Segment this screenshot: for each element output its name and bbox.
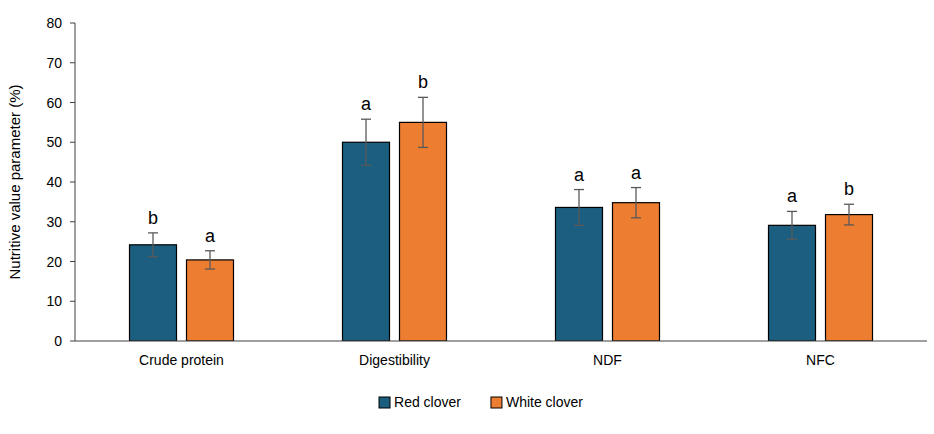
error-cap <box>574 225 584 226</box>
legend-label: White clover <box>506 394 583 410</box>
error-line <box>209 251 210 269</box>
y-axis-label: Nutritive value parameter (%) <box>6 84 23 279</box>
bar <box>556 207 603 341</box>
legend: Red clover White clover <box>379 394 583 410</box>
error-cap <box>787 239 797 240</box>
y-tick-label: 10 <box>46 293 62 309</box>
y-tick <box>70 23 75 24</box>
bars <box>130 97 873 341</box>
error-cap <box>418 147 428 148</box>
y-tick-label: 0 <box>54 333 62 349</box>
error-cap <box>205 268 215 269</box>
y-tick <box>70 301 75 302</box>
error-bar <box>205 251 215 269</box>
error-cap <box>361 119 371 120</box>
x-tick-label: NDF <box>593 352 622 368</box>
error-bar <box>574 190 584 226</box>
error-bar <box>631 188 641 218</box>
error-line <box>635 188 636 218</box>
error-bar <box>787 211 797 239</box>
significance-letter: a <box>631 163 642 183</box>
significance-letter: b <box>148 208 158 228</box>
y-tick-label: 60 <box>46 95 62 111</box>
error-cap <box>148 256 158 257</box>
legend-item: Red clover <box>379 394 461 410</box>
x-tick-label: Crude protein <box>139 352 224 368</box>
error-bar <box>361 119 371 165</box>
error-line <box>152 233 153 257</box>
y-tick <box>70 142 75 143</box>
error-cap <box>361 165 371 166</box>
error-cap <box>148 232 158 233</box>
error-line <box>848 204 849 225</box>
error-cap <box>574 189 584 190</box>
y-tick-label: 50 <box>46 134 62 150</box>
x-axis-line <box>75 341 927 342</box>
significance-labels: b a a a a b a b <box>148 72 854 245</box>
error-line <box>578 190 579 226</box>
x-tick-label: NFC <box>806 352 835 368</box>
bar <box>130 245 177 341</box>
significance-letter: b <box>418 72 428 92</box>
legend-item: White clover <box>491 394 583 410</box>
y-tick-label: 30 <box>46 214 62 230</box>
error-line <box>365 119 366 165</box>
y-tick-label: 80 <box>46 15 62 31</box>
legend-swatch <box>491 397 502 408</box>
bar <box>826 215 873 341</box>
error-line <box>791 211 792 239</box>
error-cap <box>631 217 641 218</box>
chart-container: 0 10 20 30 40 50 60 70 80 Nutritive value paramet… <box>0 0 934 434</box>
error-cap <box>844 224 854 225</box>
legend-label: Red clover <box>394 394 461 410</box>
significance-letter: a <box>574 165 585 185</box>
error-bar <box>418 97 428 147</box>
y-tick <box>70 182 75 183</box>
bar <box>400 122 447 341</box>
error-bar <box>148 233 158 257</box>
bar <box>769 225 816 341</box>
y-axis-line <box>75 23 76 341</box>
y-tick <box>70 261 75 262</box>
y-tick-label: 70 <box>46 55 62 71</box>
y-tick <box>70 102 75 103</box>
error-line <box>422 97 423 147</box>
error-cap <box>205 250 215 251</box>
bar <box>187 260 234 341</box>
y-tick <box>70 341 75 342</box>
significance-letter: a <box>787 186 798 206</box>
significance-letter: a <box>361 94 372 114</box>
x-tick-label: Digestibility <box>359 352 430 368</box>
error-cap <box>631 187 641 188</box>
error-cap <box>418 97 428 98</box>
bar <box>613 203 660 341</box>
chart-svg: 0 10 20 30 40 50 60 70 80 Nutritive value paramet… <box>0 0 934 434</box>
error-bar <box>844 204 854 225</box>
error-cap <box>844 204 854 205</box>
significance-letter: b <box>844 179 854 199</box>
y-tick <box>70 221 75 222</box>
y-tick-label: 40 <box>46 174 62 190</box>
significance-letter: a <box>205 226 216 246</box>
y-tick-label: 20 <box>46 254 62 270</box>
legend-swatch <box>379 397 390 408</box>
y-tick <box>70 62 75 63</box>
error-cap <box>787 211 797 212</box>
bar <box>343 142 390 341</box>
